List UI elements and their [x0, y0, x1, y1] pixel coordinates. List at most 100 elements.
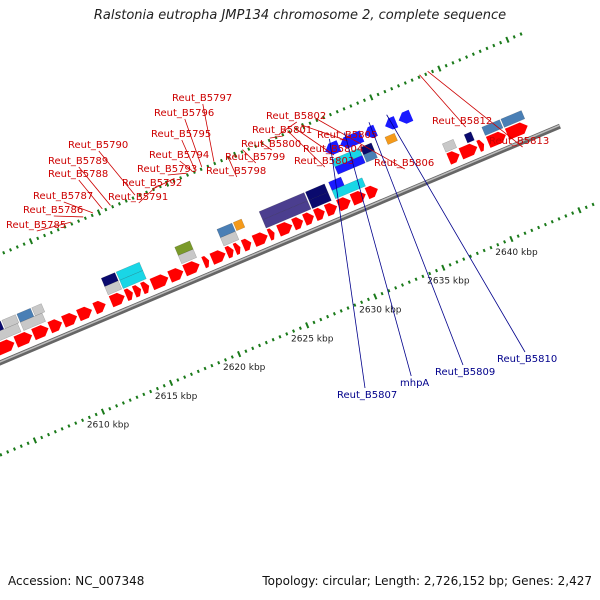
scale-tick [312, 320, 316, 325]
forward-cog-box [500, 110, 526, 128]
gene-label-reut_b5802[interactable]: Reut_B5802 [266, 111, 326, 122]
scale-tick [353, 303, 357, 307]
scale-tick [537, 225, 541, 230]
gene-label-reut_b5794[interactable]: Reut_B5794 [149, 150, 209, 161]
scale-tick [458, 58, 462, 62]
scale-tick [584, 205, 588, 210]
forward-gene-arrow [476, 139, 485, 152]
gene-label-reut_b5790[interactable]: Reut_B5790 [68, 140, 128, 151]
scale-tick-label: 2615 kbp [155, 392, 198, 402]
gene-leader-line [368, 122, 464, 366]
forward-gene-arrow [123, 288, 133, 301]
scale-tick [217, 360, 221, 365]
gene-label-reut_b5806[interactable]: Reut_B5806 [374, 158, 434, 169]
scale-tick [206, 164, 210, 169]
scale-tick [403, 81, 407, 85]
scale-tick [26, 441, 30, 446]
gene-label-reut_b5801[interactable]: Reut_B5801 [252, 125, 312, 136]
scale-ticks: 2610 kbp 2615 kbp 2620 kbp 2625 kbp 2630 kbp… [0, 32, 595, 457]
scale-tick [335, 109, 339, 114]
forward-cog-box [441, 138, 458, 153]
gene-label-reut_b5791[interactable]: Reut_B5791 [108, 192, 168, 203]
gene-label-reut_b5788[interactable]: Reut_B5788 [48, 169, 108, 180]
reverse-cog-box [363, 149, 378, 163]
gene-label-reut_b5799[interactable]: Reut_B5799 [225, 152, 285, 163]
scale-tick [115, 404, 119, 408]
scale-tick [149, 389, 153, 394]
scale-tick [83, 216, 87, 220]
scale-tick [410, 78, 414, 82]
scale-tick [417, 75, 421, 79]
scale-tick [496, 242, 500, 247]
scale-tick [465, 55, 469, 59]
gene-label-reut_b5804[interactable]: Reut_B5804 [303, 144, 363, 155]
scale-tick [244, 349, 248, 353]
gene-label-reut_b5786[interactable]: Reut_B5786 [23, 205, 83, 216]
scale-tick [516, 234, 520, 238]
scale-tick [104, 207, 108, 212]
scale-tick [339, 309, 343, 313]
gene-label-reut_b5810[interactable]: Reut_B5810 [497, 354, 557, 365]
reverse-gene-arrow [325, 140, 342, 155]
gene-label-reut_b5803[interactable]: Reut_B5803 [294, 156, 354, 167]
forward-cog-box [31, 303, 46, 317]
gene-leader-line [98, 150, 136, 196]
forward-gene-arrow [458, 143, 478, 160]
gene-leader-line [260, 141, 273, 151]
gene-leader-line [427, 71, 523, 148]
gene-leader-line [386, 114, 526, 353]
scale-tick [47, 432, 51, 437]
scale-tick [366, 297, 370, 302]
scale-tick [12, 447, 16, 451]
gene-label-reut_b5807[interactable]: Reut_B5807 [337, 390, 397, 401]
gene-label-reut_b5795[interactable]: Reut_B5795 [151, 129, 211, 140]
scale-tick [63, 225, 67, 229]
gene-leader-line [63, 201, 93, 214]
scale-tick [145, 190, 149, 195]
scale-tick [455, 260, 459, 264]
scale-tick [43, 233, 47, 238]
scale-tick [121, 401, 125, 405]
gene-label-reut_b5797[interactable]: Reut_B5797 [172, 93, 232, 104]
scale-tick [233, 151, 238, 159]
scale-tick [258, 343, 262, 348]
gene-leader-line [202, 103, 215, 162]
scale-tick [203, 366, 207, 371]
scale-tick-label: 2620 kbp [223, 363, 266, 373]
gene-label-reut_b5812[interactable]: Reut_B5812 [432, 116, 492, 127]
forward-cog-box [220, 231, 240, 247]
gene-label-reut_b5787[interactable]: Reut_B5787 [33, 191, 93, 202]
gene-leader-line [167, 172, 187, 176]
scale-tick [108, 406, 112, 411]
gene-label-reut_b5793[interactable]: Reut_B5793 [137, 164, 197, 175]
gene-label-reut_b5798[interactable]: Reut_B5798 [206, 166, 266, 177]
gene-label-reut_b5785[interactable]: Reut_B5785 [6, 220, 66, 231]
gene-label-mhpa[interactable]: mhpA [400, 378, 429, 389]
forward-gene-arrow [323, 203, 338, 217]
gene-labels[interactable]: Reut_B5785 Reut_B5786 Reut_B5787 Reut_B5788… [6, 71, 557, 401]
scale-tick [577, 207, 582, 214]
genome-summary-text: Topology: circular; Length: 2,726,152 bp… [262, 574, 592, 588]
scale-tick [9, 248, 13, 252]
gene-label-reut_b5796[interactable]: Reut_B5796 [154, 108, 214, 119]
gene-label-reut_b5800[interactable]: Reut_B5800 [241, 139, 301, 150]
scale-tick [305, 322, 310, 329]
scale-tick [428, 271, 432, 276]
scale-tick [469, 254, 473, 259]
forward-gene-arrow [31, 325, 49, 341]
scale-tick [0, 453, 3, 457]
scale-tick [376, 92, 380, 97]
scale-tick [356, 101, 360, 105]
gene-label-reut_b5809[interactable]: Reut_B5809 [435, 367, 495, 378]
scale-tick [49, 230, 53, 235]
gene-label-reut_b5813[interactable]: Reut_B5813 [489, 136, 549, 147]
gene-label-reut_b5789[interactable]: Reut_B5789 [48, 156, 108, 167]
gene-leader-line [242, 149, 257, 164]
scale-tick [550, 219, 554, 224]
forward-gene-arrow [485, 131, 506, 148]
gene-label-reut_b5805[interactable]: Reut_B5805 [317, 130, 377, 141]
scale-tick [60, 427, 64, 431]
gene-label-reut_b5792[interactable]: Reut_B5792 [122, 178, 182, 189]
accession-text: Accession: NC_007348 [8, 574, 145, 588]
